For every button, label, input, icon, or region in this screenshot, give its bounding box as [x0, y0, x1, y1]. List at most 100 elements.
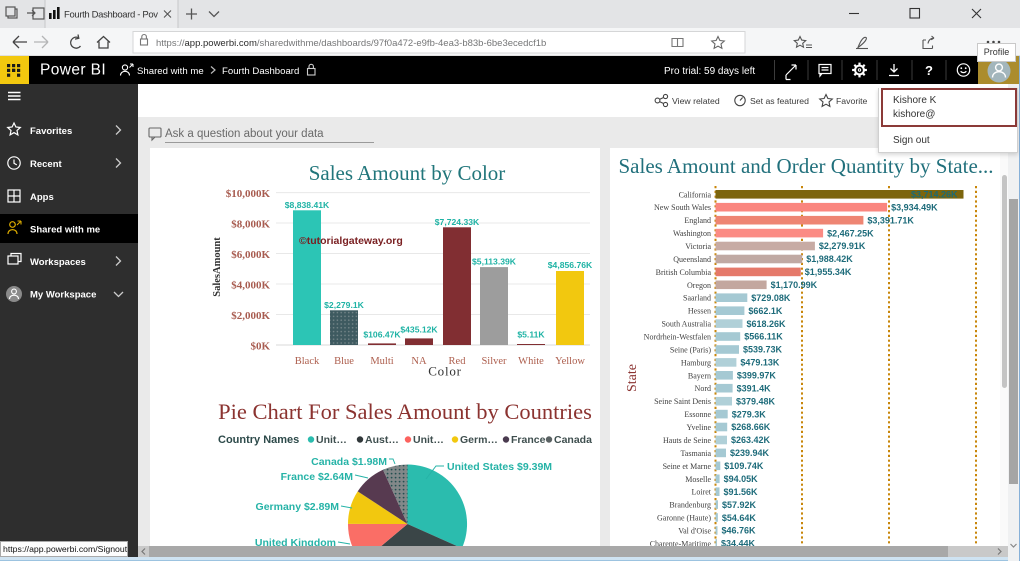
svg-text:$2,279.1K: $2,279.1K	[324, 300, 364, 310]
svg-text:Canada: Canada	[554, 434, 592, 446]
svg-text:Favorites: Favorites	[30, 126, 72, 137]
svg-text:$1,170.99K: $1,170.99K	[771, 280, 818, 290]
svg-text:$8,838.41K: $8,838.41K	[285, 200, 330, 210]
svg-text:$94.05K: $94.05K	[724, 474, 759, 484]
svg-text:Blue: Blue	[334, 356, 354, 367]
svg-text:NA: NA	[411, 356, 427, 367]
svg-text:Moselle: Moselle	[685, 475, 711, 484]
svg-text:$566.11K: $566.11K	[744, 332, 783, 342]
svg-text:Victoria: Victoria	[685, 242, 711, 251]
svg-text:Shared with me: Shared with me	[30, 225, 100, 236]
svg-text:Red: Red	[449, 356, 467, 367]
svg-text:Pie Chart For Sales Amount by: Pie Chart For Sales Amount by Countries	[218, 399, 592, 424]
svg-text:Nordrhein-Westfalen: Nordrhein-Westfalen	[644, 333, 711, 342]
svg-text:White: White	[518, 356, 544, 367]
svg-text:$263.42K: $263.42K	[731, 435, 771, 445]
svg-text:$618.26K: $618.26K	[747, 319, 787, 329]
svg-text:$4,000K: $4,000K	[231, 280, 270, 292]
svg-text:$8,000K: $8,000K	[231, 219, 270, 231]
svg-text:Val d'Oise: Val d'Oise	[678, 527, 711, 536]
svg-text:$435.12K: $435.12K	[400, 325, 438, 335]
svg-text:Fourth Dashboard - Pov: Fourth Dashboard - Pov	[64, 10, 158, 21]
svg-text:$279.3K: $279.3K	[732, 409, 767, 419]
svg-text:Germ…: Germ…	[460, 434, 498, 446]
svg-text:Set as featured: Set as featured	[750, 96, 809, 106]
svg-text:Essonne: Essonne	[684, 410, 711, 419]
svg-text:Seine et Marne: Seine et Marne	[663, 462, 712, 471]
svg-text:Apps: Apps	[30, 192, 54, 203]
svg-text:https://app.powerbi.com/shared: https://app.powerbi.com/sharedwithme/das…	[156, 38, 546, 49]
svg-text:$379.48K: $379.48K	[736, 396, 776, 406]
svg-text:Unit…: Unit…	[316, 434, 347, 446]
svg-text:Yveline: Yveline	[686, 423, 711, 432]
svg-text:$0K: $0K	[250, 341, 270, 353]
svg-text:Fourth Dashboard: Fourth Dashboard	[222, 66, 299, 77]
svg-text:Sales Amount by Color: Sales Amount by Color	[309, 161, 506, 185]
svg-text:$5.11K: $5.11K	[517, 330, 545, 340]
svg-text:State: State	[625, 364, 640, 392]
svg-text:Bayern: Bayern	[688, 371, 711, 380]
svg-text:Country Names: Country Names	[218, 434, 299, 446]
svg-text:$10,000K: $10,000K	[226, 188, 271, 200]
svg-text:Germany $2.89M: Germany $2.89M	[256, 501, 340, 513]
svg-text:$34.44K: $34.44K	[721, 539, 756, 549]
svg-text:$54.64K: $54.64K	[722, 513, 757, 523]
svg-text:Yellow: Yellow	[555, 356, 585, 367]
svg-text:Canada $1.98M: Canada $1.98M	[311, 456, 387, 468]
svg-text:Multi: Multi	[370, 356, 393, 367]
svg-text:$7,724.33K: $7,724.33K	[435, 217, 480, 227]
svg-text:South Australia: South Australia	[661, 320, 711, 329]
svg-text:My Workspace: My Workspace	[30, 290, 96, 301]
svg-text:Tasmania: Tasmania	[680, 449, 711, 458]
svg-text:Oregon: Oregon	[687, 281, 711, 290]
svg-text:$662.1K: $662.1K	[748, 306, 783, 316]
svg-text:Black: Black	[295, 356, 320, 367]
svg-text:Silver: Silver	[481, 356, 507, 367]
svg-text:Nord: Nord	[695, 384, 711, 393]
svg-text:Favorite: Favorite	[836, 96, 868, 106]
svg-text:Unit…: Unit…	[413, 434, 444, 446]
svg-text:British Columbia: British Columbia	[656, 268, 712, 277]
svg-text:Sales Amount and Order Quantit: Sales Amount and Order Quantity by State…	[618, 154, 993, 178]
svg-text:Queensland: Queensland	[673, 255, 711, 264]
svg-text:$3,714.26K: $3,714.26K	[911, 190, 958, 200]
svg-text:Ask a question about your data: Ask a question about your data	[165, 128, 324, 140]
svg-text:$479.13K: $479.13K	[740, 358, 780, 368]
svg-text:$729.08K: $729.08K	[751, 293, 791, 303]
svg-text:$539.73K: $539.73K	[743, 345, 783, 355]
svg-text:Seine Saint Denis: Seine Saint Denis	[654, 397, 711, 406]
svg-text:?: ?	[925, 63, 933, 78]
svg-text:New South Wales: New South Wales	[654, 203, 711, 212]
svg-text:Hamburg: Hamburg	[681, 358, 711, 367]
svg-text:$399.97K: $399.97K	[737, 371, 777, 381]
svg-text:$2,467.25K: $2,467.25K	[827, 228, 874, 238]
svg-text:$6,000K: $6,000K	[231, 249, 270, 261]
svg-text:View related: View related	[672, 96, 720, 106]
svg-text:Brandenburg: Brandenburg	[669, 501, 711, 510]
svg-text:Hessen: Hessen	[688, 307, 711, 316]
svg-text:Hauts de Seine: Hauts de Seine	[663, 436, 711, 445]
svg-text:$2,279.91K: $2,279.91K	[819, 241, 866, 251]
svg-text:United States $9.39M: United States $9.39M	[447, 461, 552, 473]
svg-text:©tutorialgateway.org: ©tutorialgateway.org	[299, 235, 403, 247]
svg-text:$106.47K: $106.47K	[363, 330, 401, 340]
svg-text:SalesAmount: SalesAmount	[212, 237, 223, 297]
svg-text:California: California	[679, 190, 712, 199]
svg-text:Recent: Recent	[30, 159, 63, 170]
svg-text:$57.92K: $57.92K	[722, 500, 757, 510]
svg-text:$239.94K: $239.94K	[730, 448, 770, 458]
svg-text:Power BI: Power BI	[40, 62, 106, 79]
svg-text:$2,000K: $2,000K	[231, 310, 270, 322]
svg-text:Shared with me: Shared with me	[137, 66, 204, 77]
svg-text:$268.66K: $268.66K	[731, 422, 771, 432]
svg-text:$109.74K: $109.74K	[724, 461, 764, 471]
svg-text:Aust…: Aust…	[365, 434, 399, 446]
svg-text:England: England	[684, 216, 711, 225]
svg-text:$5,113.39K: $5,113.39K	[472, 257, 517, 267]
svg-text:$391.4K: $391.4K	[737, 383, 772, 393]
svg-text:Color: Color	[428, 364, 462, 379]
svg-text:Loiret: Loiret	[691, 488, 711, 497]
svg-text:Garonne (Haute): Garonne (Haute)	[657, 514, 711, 523]
svg-text:$1,988.42K: $1,988.42K	[806, 254, 853, 264]
svg-text:Washington: Washington	[673, 229, 711, 238]
